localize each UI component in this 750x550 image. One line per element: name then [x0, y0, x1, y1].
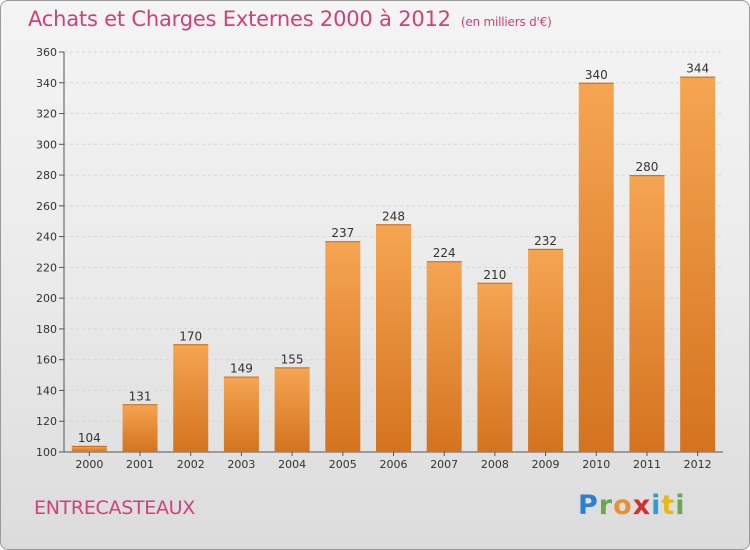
y-tick-label: 240 — [36, 231, 57, 244]
bar — [578, 82, 614, 453]
y-tick-label: 120 — [36, 415, 57, 428]
x-tick-label: 2010 — [582, 458, 610, 471]
x-tick-label: 2003 — [227, 458, 255, 471]
bar — [173, 344, 209, 452]
x-tick-label: 2007 — [430, 458, 458, 471]
logo-letter: x — [632, 490, 652, 521]
data-label: 170 — [179, 329, 202, 343]
chart-title: Achats et Charges Externes 2000 à 2012 (e… — [28, 7, 552, 31]
y-tick-label: 360 — [36, 46, 57, 59]
y-tick-label: 280 — [36, 169, 57, 182]
data-label: 131 — [129, 389, 152, 403]
bar — [223, 376, 259, 452]
axes: 100 120 140 160 180 200 220 240 260 280 300 320 340 3… — [36, 46, 723, 471]
y-tick-label: 340 — [36, 77, 57, 90]
x-tick-label: 2001 — [126, 458, 154, 471]
data-label: 248 — [382, 209, 405, 223]
bar — [629, 175, 665, 453]
bar — [680, 76, 716, 452]
y-tick-label: 300 — [36, 138, 57, 151]
x-tick-label: 2011 — [633, 458, 661, 471]
y-tick-label: 100 — [36, 446, 57, 459]
bars — [71, 76, 716, 453]
data-label: 149 — [230, 362, 253, 376]
x-tick-label: 2002 — [177, 458, 205, 471]
y-tick-label: 220 — [36, 261, 57, 274]
chart-subtitle: (en milliers d'€) — [460, 15, 552, 29]
bar — [528, 248, 564, 452]
logo-letter: i — [651, 490, 662, 521]
logo-letter: i — [675, 490, 686, 521]
y-tick-label: 180 — [36, 323, 57, 336]
y-tick-label: 140 — [36, 384, 57, 397]
y-tick-label: 200 — [36, 292, 57, 305]
data-label: 210 — [483, 268, 506, 282]
x-tick-label: 2009 — [532, 458, 560, 471]
logo-letter: P — [578, 490, 599, 521]
y-tick-label: 160 — [36, 354, 57, 367]
bar — [325, 241, 361, 452]
proxiti-logo: Proxiti — [578, 490, 686, 521]
bar — [477, 282, 513, 452]
data-label: 104 — [78, 431, 101, 445]
data-label: 344 — [686, 62, 709, 76]
bar — [376, 224, 411, 452]
x-tick-label: 2005 — [329, 458, 357, 471]
bar — [71, 445, 107, 452]
y-tick-label: 260 — [36, 200, 57, 213]
data-label: 224 — [433, 246, 456, 260]
x-tick-label: 2008 — [481, 458, 509, 471]
bar — [426, 261, 462, 452]
logo-letter: r — [598, 490, 614, 521]
title-text: Achats et Charges Externes 2000 à 2012 — [28, 7, 451, 31]
logo-letter: t — [661, 490, 676, 521]
data-label: 280 — [636, 160, 659, 174]
y-tick-label: 320 — [36, 108, 57, 121]
x-tick-label: 2004 — [278, 458, 306, 471]
data-label: 237 — [331, 226, 354, 240]
data-label: 340 — [585, 68, 608, 82]
bar — [274, 367, 310, 452]
commune-name: ENTRECASTEAUX — [34, 497, 195, 519]
data-label: 232 — [534, 234, 557, 248]
x-tick-label: 2006 — [380, 458, 408, 471]
bar — [122, 404, 158, 452]
logo-letter: o — [613, 490, 633, 521]
x-tick-label: 2012 — [684, 458, 712, 471]
value-labels: 104 131 170 149 155 237 248 224 210 232 340 280 344 — [78, 62, 709, 445]
x-tick-label: 2000 — [75, 458, 103, 471]
data-label: 155 — [281, 352, 304, 366]
